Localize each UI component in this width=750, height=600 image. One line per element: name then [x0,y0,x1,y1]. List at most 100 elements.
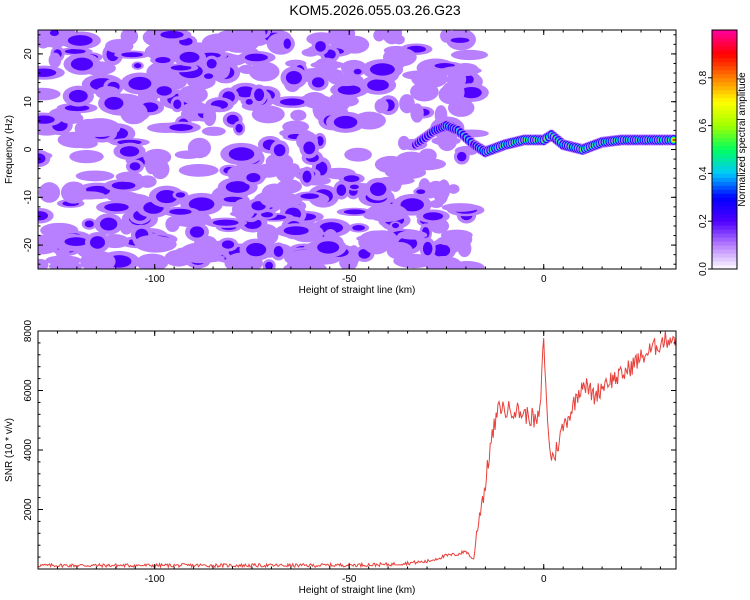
colorbar-strip [712,30,737,35]
colorbar-frame [711,29,738,270]
heat-cell [416,189,426,195]
heat-cell [315,41,326,52]
ridge-cell [672,138,675,142]
heat-cell [105,38,134,54]
heat-cell [373,30,386,42]
heat-cell [457,240,472,258]
heat-cell [175,192,186,198]
heat-cell [226,114,239,125]
y-tick-label: 8000 [23,319,34,342]
colorbar-strip [712,253,737,258]
heat-cell [343,175,360,182]
colorbar-strip [712,157,737,162]
colorbar-tick-label: 0.0 [698,262,709,276]
heat-cell [353,68,362,75]
heat-cell [173,99,182,110]
heat-cell [235,123,243,133]
heat-cell [245,98,253,105]
colorbar-tick-label: 0.6 [698,118,709,132]
colorbar-ticks: 0.0 0.2 0.4 0.6 0.8 [698,70,712,276]
colorbar-strip [712,257,737,262]
colorbar-strip [712,205,737,210]
y-tick-label: 2000 [23,498,34,521]
heat-cell [115,171,143,183]
heat-cell [75,170,115,182]
colorbar-strip [712,169,737,174]
heat-cell [311,77,325,88]
colorbar-strip [712,137,737,143]
heat-cell [68,89,88,103]
heat-cell [450,49,489,61]
heat-cell [328,73,364,87]
heat-cell [134,63,142,69]
heat-cell [38,68,57,77]
heat-cell [422,212,444,221]
colorbar: 0.0 0.2 0.4 0.6 0.8 Normalized spectral ampl… [698,29,748,276]
heat-cell [165,216,180,233]
heat-cell [273,245,284,257]
heat-cell [135,235,177,253]
heat-cell [358,233,382,251]
heat-cell [273,144,286,157]
heat-cell [441,203,479,212]
heat-cell [48,52,62,68]
colorbar-strip [712,201,737,206]
heat-cell [374,98,389,114]
colorbar-tick-label: 0.4 [698,166,709,180]
colorbar-strip [712,41,737,47]
heat-cell [397,230,428,240]
heat-cell [432,243,451,257]
colorbar-strip [712,105,737,111]
colorbar-strip [712,181,737,186]
colorbar-strip [712,73,737,79]
heat-cell [212,219,239,226]
colorbar-strip [712,237,737,242]
heat-cell [228,147,255,161]
heat-cell [244,53,268,62]
colorbar-strip [712,141,737,147]
colorbar-strip [712,249,737,254]
colorbar-strip [712,101,737,107]
heat-cell [170,65,192,71]
heat-cell [185,253,225,263]
heat-cell [460,87,482,99]
colorbar-strip [712,121,737,127]
heat-cell [215,32,244,45]
heat-cell [246,173,261,183]
spectrogram-heatmap [38,30,676,269]
heat-cell [352,225,365,231]
heat-cell [283,262,323,269]
colorbar-strip [712,241,737,246]
heat-cell [160,30,184,39]
heat-cell [343,209,366,215]
heat-cell [367,79,389,91]
colorbar-strip [712,129,737,135]
colorbar-strip [712,125,737,131]
heat-cell [179,104,222,114]
heat-cell [452,63,479,77]
y-tick-label: 0 [23,146,34,152]
colorbar-strip [712,57,737,63]
x-tick-label: 0 [541,574,547,585]
colorbar-strip [712,185,737,190]
heat-cell [106,191,142,203]
heat-cell [300,193,320,199]
y-tick-label: -10 [23,190,34,205]
heat-cell [386,241,414,260]
heat-cell [303,141,316,155]
heat-cell [169,208,192,215]
colorbar-strip [712,233,737,238]
colorbar-strip [712,53,737,59]
heat-cell [285,70,302,85]
heat-cell [156,86,172,96]
heat-cell [188,197,215,211]
snr-frame [37,330,677,570]
heat-cell [104,203,129,212]
colorbar-strip [712,133,737,139]
heat-cell [279,98,305,106]
heat-cell [429,200,444,209]
colorbar-strip [712,37,737,43]
colorbar-strip [712,261,737,266]
